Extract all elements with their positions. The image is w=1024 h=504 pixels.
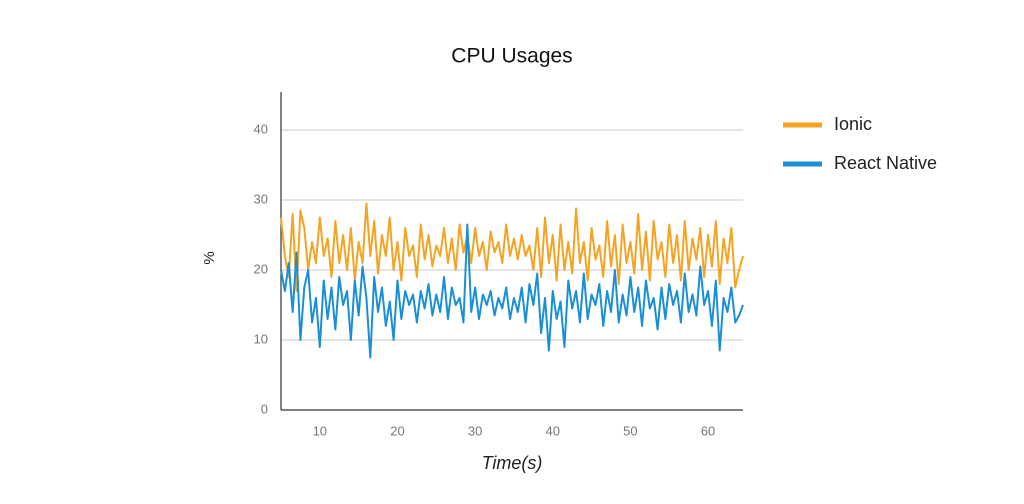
x-tick-label: 10 [313, 423, 327, 438]
data-line [280, 202, 744, 292]
legend-label: React Native [834, 153, 937, 173]
y-tick-label: 30 [254, 191, 268, 206]
x-tick-label: 20 [390, 423, 404, 438]
x-tick-label: 50 [623, 423, 637, 438]
y-axis-label: % [201, 251, 218, 264]
x-tick-label: 30 [468, 423, 482, 438]
legend-label: Ionic [834, 114, 872, 134]
x-tick-label: 40 [546, 423, 560, 438]
y-tick-label: 0 [261, 401, 268, 416]
chart-title: CPU Usages [451, 45, 572, 68]
x-tick-label: 60 [701, 423, 715, 438]
data-line [280, 223, 744, 359]
y-tick-label: 20 [254, 261, 268, 276]
y-tick-label: 40 [254, 121, 268, 136]
x-axis-label: Time(s) [482, 453, 543, 473]
y-tick-label: 10 [254, 331, 268, 346]
